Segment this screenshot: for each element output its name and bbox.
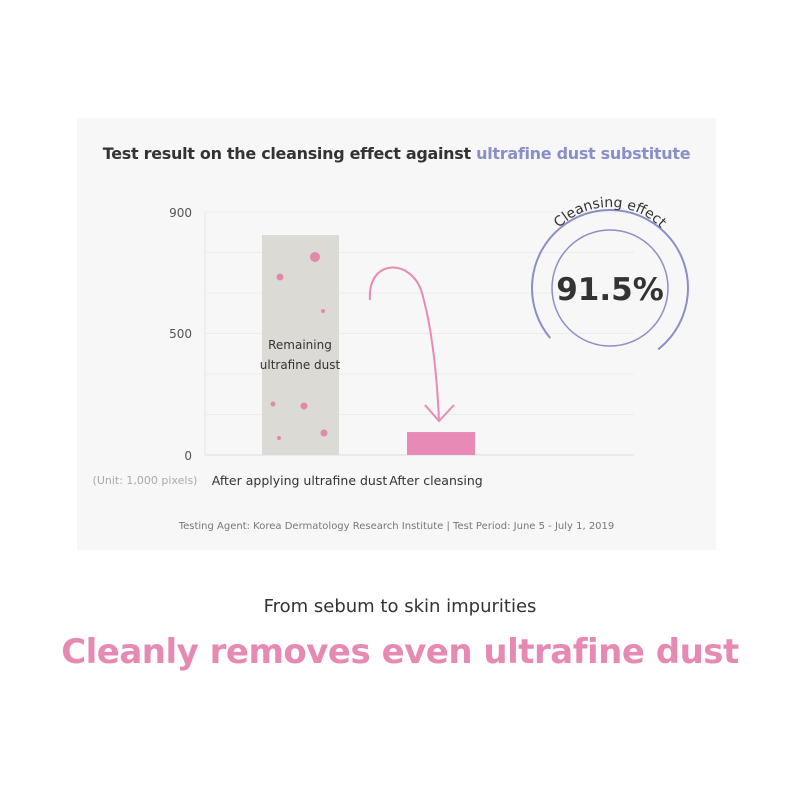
y-tick-label: 900 xyxy=(169,206,192,220)
dust-dot xyxy=(300,402,308,410)
x-tick-label: After applying ultrafine dust xyxy=(212,473,388,488)
badge-outer-ring xyxy=(530,209,689,367)
dust-dot xyxy=(320,429,328,437)
y-tick-label: 0 xyxy=(184,449,192,463)
dust-dot xyxy=(270,401,276,407)
bar-annotation-line2: ultrafine dust xyxy=(260,358,341,372)
title-text: Test result on the cleansing effect agai… xyxy=(102,144,471,163)
bar xyxy=(407,432,475,455)
badge-value: 91.5% xyxy=(556,272,664,308)
arrow-icon xyxy=(368,266,440,421)
dust-dot xyxy=(310,252,320,262)
subheading: From sebum to skin impurities xyxy=(263,596,537,617)
dust-dot xyxy=(277,436,281,440)
x-tick-label: After cleansing xyxy=(389,473,482,488)
dust-dot xyxy=(321,309,325,313)
bar xyxy=(262,234,339,455)
bar-annotation-line1: Remaining xyxy=(268,338,332,352)
arrow-head-icon xyxy=(424,404,455,423)
headline: Cleanly removes even ultrafine dust xyxy=(61,632,739,672)
source-note: Testing Agent: Korea Dermatology Researc… xyxy=(178,521,615,532)
bar-chart: 0 500 900 (Unit: 1,000 pixels) After applyin… xyxy=(93,195,689,488)
unit-label: (Unit: 1,000 pixels) xyxy=(93,474,198,487)
y-tick-label: 500 xyxy=(169,327,192,341)
badge-inner-ring xyxy=(551,229,669,347)
badge-label: Cleansing effect xyxy=(551,195,670,231)
chart-title: Test result on the cleansing effect agai… xyxy=(77,144,716,163)
dust-dot xyxy=(276,273,284,281)
title-highlight: ultrafine dust substitute xyxy=(476,144,691,163)
chart-panel: Test result on the cleansing effect agai… xyxy=(77,118,716,550)
